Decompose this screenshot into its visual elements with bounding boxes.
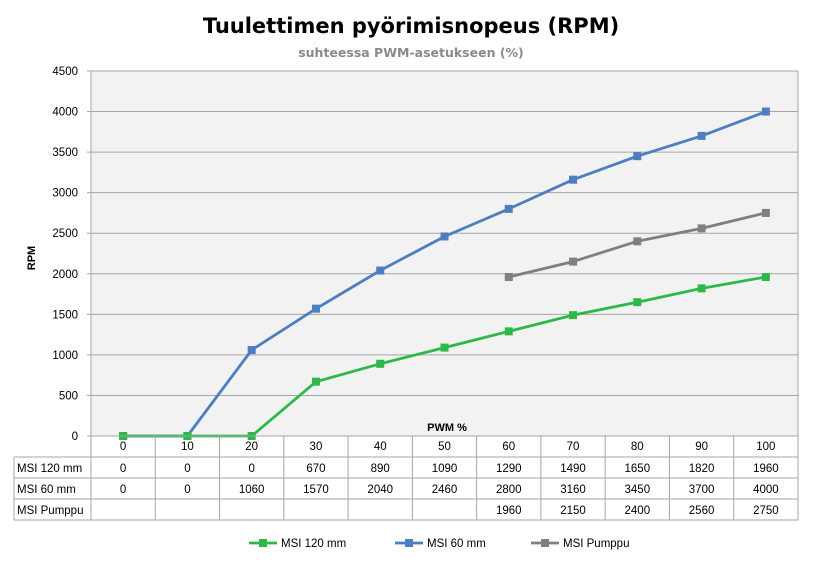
x-tick-label: 70 xyxy=(567,441,580,453)
legend-swatch-marker xyxy=(259,539,267,547)
x-tick-label: 10 xyxy=(181,441,194,453)
table-row-label: MSI 60 mm xyxy=(17,484,76,496)
y-tick-label: 4000 xyxy=(52,107,78,119)
table-cell: 670 xyxy=(306,463,325,475)
data-point xyxy=(761,208,770,217)
x-tick-label: 80 xyxy=(631,441,644,453)
table-cell: 2460 xyxy=(432,484,458,496)
x-tick-label: 90 xyxy=(695,441,708,453)
data-point xyxy=(761,107,770,116)
legend-label: MSI 120 mm xyxy=(281,538,346,550)
table-cell: 4000 xyxy=(753,484,779,496)
data-point xyxy=(504,273,513,282)
y-tick-label: 500 xyxy=(59,390,78,402)
legend-label: MSI Pumppu xyxy=(563,538,629,550)
table-cell: 1490 xyxy=(560,463,586,475)
y-tick-label: 2000 xyxy=(52,269,78,281)
table-cell: 1570 xyxy=(303,484,329,496)
data-point xyxy=(633,152,642,161)
x-tick-label: 30 xyxy=(310,441,323,453)
data-table: 0 10 20 30 40 50 60 70 80 90 100 MSI 120 mm 0 0 0 670 89… xyxy=(13,435,799,521)
data-point xyxy=(311,304,320,313)
legend-swatch-marker xyxy=(541,539,549,547)
table-cell: 2800 xyxy=(496,484,522,496)
x-tick-label: 20 xyxy=(245,441,258,453)
y-tick-label: 3500 xyxy=(52,147,78,159)
table-cell: 1290 xyxy=(496,463,522,475)
data-point xyxy=(247,346,256,355)
x-tick-label: 100 xyxy=(756,441,775,453)
plot-area xyxy=(91,71,798,436)
chart-subtitle: suhteessa PWM-asetukseen (%) xyxy=(298,45,524,60)
data-point xyxy=(311,377,320,386)
table-cell: 1090 xyxy=(432,463,458,475)
table-cell: 2560 xyxy=(689,505,715,517)
data-point xyxy=(633,237,642,246)
table-cell: 1820 xyxy=(689,463,715,475)
y-tick-label: 4500 xyxy=(52,66,78,78)
y-axis-ticks: 0 500 1000 1500 2000 2500 3000 3500 4000 4500 xyxy=(52,66,78,443)
legend: MSI 120 mm MSI 60 mm MSI Pumppu xyxy=(249,538,629,550)
table-row-label: MSI 120 mm xyxy=(17,463,82,475)
x-tick-label: 60 xyxy=(502,441,515,453)
table-cell: 2150 xyxy=(560,505,586,517)
x-axis-title: PWM % xyxy=(427,422,467,434)
table-cell: 2400 xyxy=(625,505,651,517)
table-cell: 1650 xyxy=(625,463,651,475)
table-cell: 3450 xyxy=(625,484,651,496)
x-tick-label: 40 xyxy=(374,441,387,453)
data-point xyxy=(569,175,578,184)
data-point xyxy=(376,359,385,368)
y-axis-title: RPM xyxy=(26,246,38,270)
y-tick-label: 1000 xyxy=(52,350,78,362)
table-cell: 1060 xyxy=(239,484,265,496)
gridlines xyxy=(87,70,799,437)
y-tick-label: 2500 xyxy=(52,228,78,240)
y-tick-label: 1500 xyxy=(52,309,78,321)
table-cell: 1960 xyxy=(496,505,522,517)
legend-label: MSI 60 mm xyxy=(427,538,486,550)
table-cell: 0 xyxy=(184,484,190,496)
table-cell: 0 xyxy=(120,484,126,496)
table-cell: 0 xyxy=(184,463,190,475)
data-point xyxy=(697,284,706,293)
y-tick-label: 3000 xyxy=(52,188,78,200)
x-tick-label: 0 xyxy=(120,441,126,453)
data-point xyxy=(697,131,706,140)
data-point xyxy=(761,273,770,282)
data-point xyxy=(697,224,706,233)
table-cell: 2750 xyxy=(753,505,779,517)
table-cell: 2040 xyxy=(367,484,393,496)
table-cell: 3160 xyxy=(560,484,586,496)
table-row-label: MSI Pumppu xyxy=(17,505,83,517)
table-cell: 3700 xyxy=(689,484,715,496)
table-cell: 0 xyxy=(248,463,254,475)
data-point xyxy=(376,266,385,275)
chart-title: Tuulettimen pyörimisnopeus (RPM) xyxy=(203,14,619,38)
data-point xyxy=(504,204,513,213)
data-point xyxy=(440,232,449,241)
data-point xyxy=(633,298,642,307)
y-tick-label: 0 xyxy=(72,431,78,443)
legend-swatch-marker xyxy=(405,539,413,547)
table-cell: 0 xyxy=(120,463,126,475)
data-point xyxy=(569,257,578,266)
table-cell: 1960 xyxy=(753,463,779,475)
data-point xyxy=(504,327,513,336)
data-point xyxy=(569,311,578,320)
table-cell: 890 xyxy=(371,463,390,475)
x-tick-label: 50 xyxy=(438,441,451,453)
data-point xyxy=(440,343,449,352)
